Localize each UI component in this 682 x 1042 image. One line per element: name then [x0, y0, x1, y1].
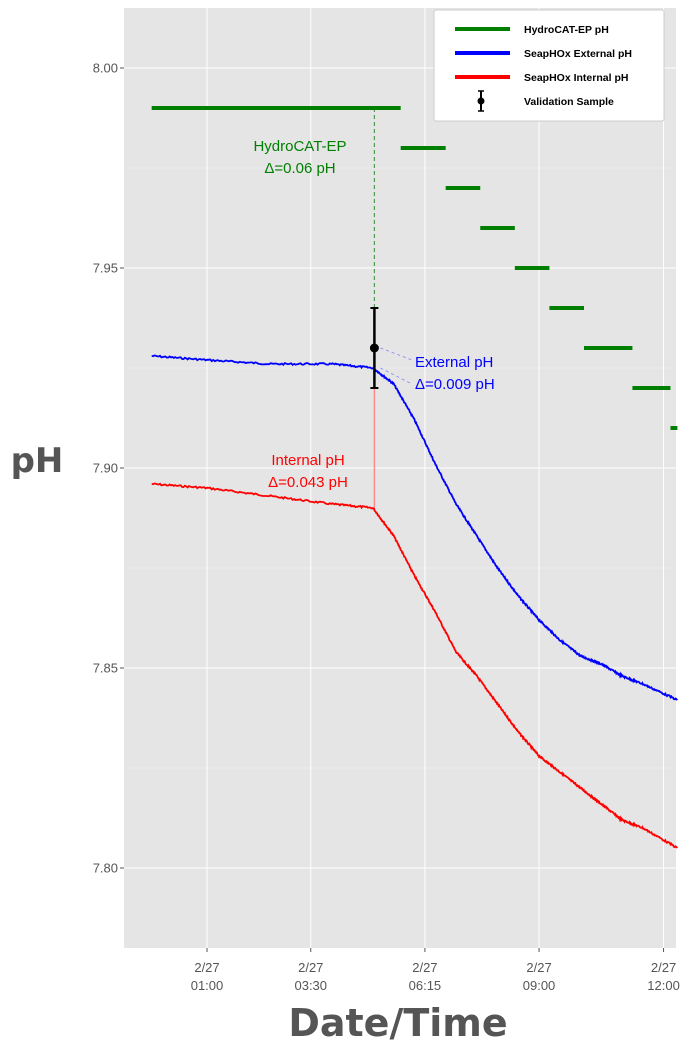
x-axis-label: Date/Time — [288, 1001, 507, 1042]
y-tick-label: 7.95 — [93, 261, 118, 276]
validation-sample-point — [369, 343, 379, 353]
x-tick-label-time: 09:00 — [523, 978, 556, 993]
y-tick-label: 8.00 — [93, 61, 118, 76]
legend-entry-label: SeapHOx Internal pH — [524, 72, 628, 84]
x-tick-label-time: 12:00 — [647, 978, 680, 993]
x-tick-label-date: 2/27 — [298, 960, 323, 975]
annotation-text-3: Δ=0.043 pH — [268, 474, 348, 491]
x-tick-label-date: 2/27 — [412, 960, 437, 975]
y-tick-label: 7.90 — [93, 461, 118, 476]
x-tick-label-time: 03:30 — [294, 978, 327, 993]
x-tick-label-time: 01:00 — [191, 978, 224, 993]
grid-lines — [124, 8, 676, 948]
x-tick-label-time: 06:15 — [409, 978, 442, 993]
legend-entry-label: SeapHOx External pH — [524, 48, 632, 60]
annotation-text-2: External pH — [415, 354, 493, 371]
seaphox-external-line — [151, 354, 678, 701]
annotation-text-2: Δ=0.009 pH — [415, 376, 495, 393]
y-tick-label: 7.85 — [93, 661, 118, 676]
delta-annotations: HydroCAT-EP Δ=0.06 pH External pH Δ=0.009 p… — [253, 138, 494, 491]
y-axis-label: pH — [11, 441, 64, 481]
annotation-text-3: Internal pH — [271, 452, 344, 469]
x-tick-label-date: 2/27 — [651, 960, 676, 975]
annotation-text-1: HydroCAT-EP — [253, 138, 346, 155]
x-tick-label-date: 2/27 — [526, 960, 551, 975]
series-layer — [151, 106, 678, 849]
delta-connector-lines — [373, 108, 413, 508]
legend-entry-label: HydroCAT-EP pH — [524, 24, 609, 36]
legend-marker-point — [477, 97, 485, 105]
x-tick-label-date: 2/27 — [194, 960, 219, 975]
y-tick-label: 7.80 — [93, 861, 118, 876]
x-axis-ticks: 2/27 01:00 2/27 03:30 2/27 06:15 2/27 09:00 2/27… — [191, 948, 680, 993]
validation-sample-layer — [369, 307, 379, 389]
legend-box — [433, 9, 665, 122]
y-axis-ticks: 8.00 7.95 7.90 7.85 7.80 — [93, 61, 124, 876]
annotation-text-1: Δ=0.06 pH — [264, 160, 335, 177]
seaphox-internal-line — [151, 482, 678, 849]
legend: HydroCAT-EP pH SeapHOx External pH SeapHOx… — [433, 9, 665, 122]
legend-entry-label: Validation Sample — [524, 96, 614, 108]
